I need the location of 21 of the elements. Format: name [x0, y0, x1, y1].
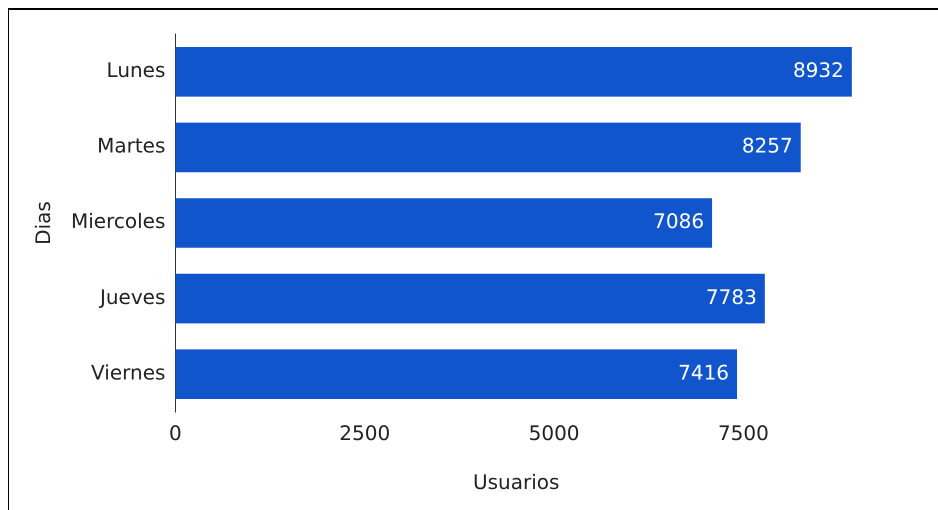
x-tick-label: 5000 [528, 421, 580, 446]
y-tick-label: Jueves [98, 284, 166, 309]
bar [175, 274, 765, 324]
data-label: 7416 [678, 360, 730, 384]
y-tick-label: Viernes [91, 360, 166, 384]
data-label: 7086 [653, 209, 704, 234]
bar [175, 47, 852, 97]
bar [175, 198, 712, 248]
data-label: 8932 [792, 58, 844, 82]
y-tick-label: Martes [97, 134, 166, 158]
x-tick-label: 7500 [718, 421, 769, 446]
x-axis-title: Usuarios [472, 470, 560, 494]
x-tick-label: 2500 [339, 421, 390, 446]
bar [175, 122, 801, 172]
bar [175, 349, 738, 399]
data-label: 8257 [742, 134, 793, 158]
x-tick-label: 0 [169, 421, 182, 446]
y-tick-label: Miercoles [70, 209, 166, 234]
y-axis-title: Dias [31, 201, 56, 245]
data-label: 7783 [706, 284, 757, 309]
y-tick-label: Lunes [106, 58, 166, 82]
